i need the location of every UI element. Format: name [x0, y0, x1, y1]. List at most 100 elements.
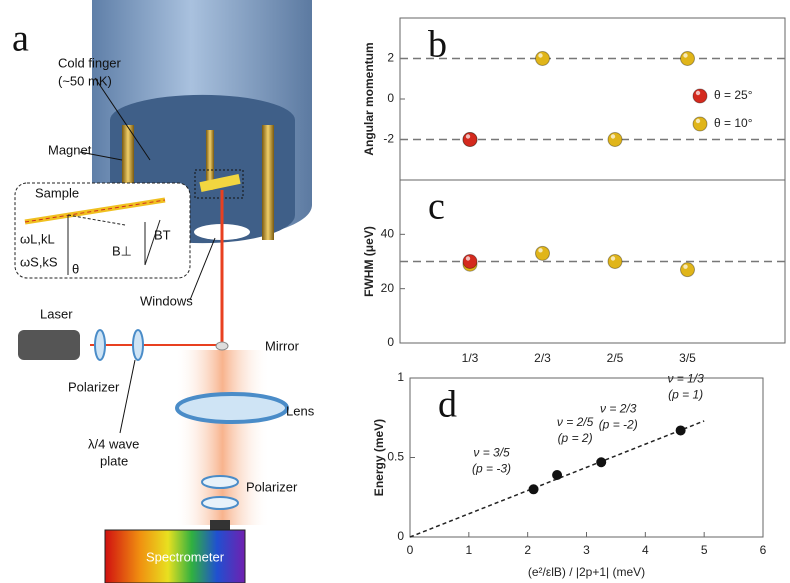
pointer: [94, 77, 151, 161]
mirror: [215, 341, 229, 351]
label: Windows: [140, 293, 193, 308]
zoom-box: [194, 169, 244, 199]
lens: [175, 392, 289, 424]
sample: [199, 173, 241, 193]
x-tick-label: 1: [465, 543, 472, 557]
y-axis-label: Energy (meV): [372, 419, 386, 496]
marker-highlight: [683, 264, 688, 269]
slit: [210, 520, 230, 530]
marker-highlight: [465, 134, 471, 139]
y-tick-label: -2: [383, 132, 394, 146]
label: ωL,kL: [20, 231, 55, 246]
x-tick-label: 4: [642, 543, 649, 557]
annotation: ν = 3/5: [473, 445, 510, 459]
fit-line: [409, 420, 705, 538]
x-tick-label: 2: [524, 543, 531, 557]
legend-label: θ = 25°: [714, 88, 753, 102]
polarizer: [94, 329, 106, 361]
y-tick-label: 0: [387, 335, 394, 349]
marker: [692, 88, 708, 104]
marker-highlight: [683, 53, 688, 58]
y-tick-label: 0.5: [387, 450, 404, 464]
arrow: [144, 219, 161, 266]
x-tick-label: 2/5: [607, 351, 624, 365]
y-tick-label: 40: [381, 227, 395, 241]
marker-highlight: [695, 90, 701, 96]
waveplate: [201, 475, 239, 489]
label: θ: [72, 261, 79, 276]
panel-label: b: [428, 24, 447, 66]
marker-highlight: [538, 53, 543, 58]
magnet-bar: [262, 125, 274, 240]
label: plate: [100, 453, 128, 468]
label: λ/4 wave: [88, 436, 139, 451]
beam-glow: [175, 350, 270, 525]
pointer: [119, 359, 136, 434]
y-tick-label: 20: [381, 281, 395, 295]
laser: [18, 330, 80, 360]
annotation: ν = 2/5: [557, 415, 594, 429]
y-tick-label: 0: [397, 529, 404, 543]
label: Sample: [35, 185, 79, 200]
label: Laser: [40, 306, 73, 321]
panel-label: d: [438, 384, 457, 426]
label: Polarizer: [246, 479, 298, 494]
polarizer: [201, 496, 239, 510]
inset: [14, 182, 191, 279]
cold-finger: [206, 130, 214, 190]
marker: [535, 245, 550, 261]
marker: [680, 51, 695, 66]
x-axis-label: (e²/εlB) / |2p+1| (meV): [528, 565, 645, 579]
x-tick-label: 6: [760, 543, 767, 557]
marker: [675, 425, 686, 436]
label: Magnet: [48, 142, 92, 157]
marker: [692, 116, 708, 132]
marker: [680, 262, 695, 278]
label: Lens: [286, 403, 315, 418]
panel-label: c: [428, 186, 445, 228]
annotation: (p = -3): [472, 461, 511, 475]
marker: [528, 484, 539, 495]
label: Cold finger: [58, 55, 122, 70]
x-tick-label: 3/5: [679, 351, 696, 365]
annotation: ν = 2/3: [600, 401, 637, 415]
x-tick-label: 0: [407, 543, 414, 557]
label: B⊥: [112, 243, 132, 258]
marker-highlight: [610, 256, 616, 261]
label: Polarizer: [68, 379, 120, 394]
marker: [462, 254, 478, 269]
marker-highlight: [610, 134, 616, 139]
diagram: a Cold finger (~50 mK) Magnet Sample ωL,…: [12, 0, 315, 583]
annotation: ν = 1/3: [667, 372, 704, 386]
marker: [552, 469, 563, 480]
y-axis-label: Angular momentum: [362, 42, 376, 155]
y-tick-label: 1: [397, 370, 404, 384]
label: Mirror: [265, 338, 300, 353]
x-tick-label: 5: [701, 543, 708, 557]
y-tick-label: 2: [387, 51, 394, 65]
annotation: (p = 1): [668, 388, 703, 402]
label: Spectrometer: [146, 549, 225, 564]
x-tick-label: 3: [583, 543, 590, 557]
pointer: [189, 237, 216, 301]
pointer: [79, 151, 123, 161]
y-axis-label: FWHM (μeV): [362, 226, 376, 297]
label: BT: [154, 227, 171, 242]
legend-label: θ = 10°: [714, 116, 753, 130]
panel-label: a: [12, 18, 29, 60]
y-tick-label: 0: [387, 91, 394, 105]
marker: [596, 457, 607, 468]
label: ωS,kS: [20, 254, 58, 269]
marker: [607, 254, 623, 269]
x-tick-label: 1/3: [462, 351, 479, 365]
x-tick-label: 2/3: [534, 351, 551, 365]
label: (~50 mK): [58, 73, 112, 88]
marker-highlight: [695, 118, 701, 124]
marker-highlight: [465, 256, 471, 261]
annotation: (p = -2): [599, 417, 638, 431]
marker: [462, 132, 478, 147]
annotation: (p = 2): [558, 431, 593, 445]
spectrometer: [104, 529, 246, 583]
inset-sample-line: [24, 199, 166, 223]
